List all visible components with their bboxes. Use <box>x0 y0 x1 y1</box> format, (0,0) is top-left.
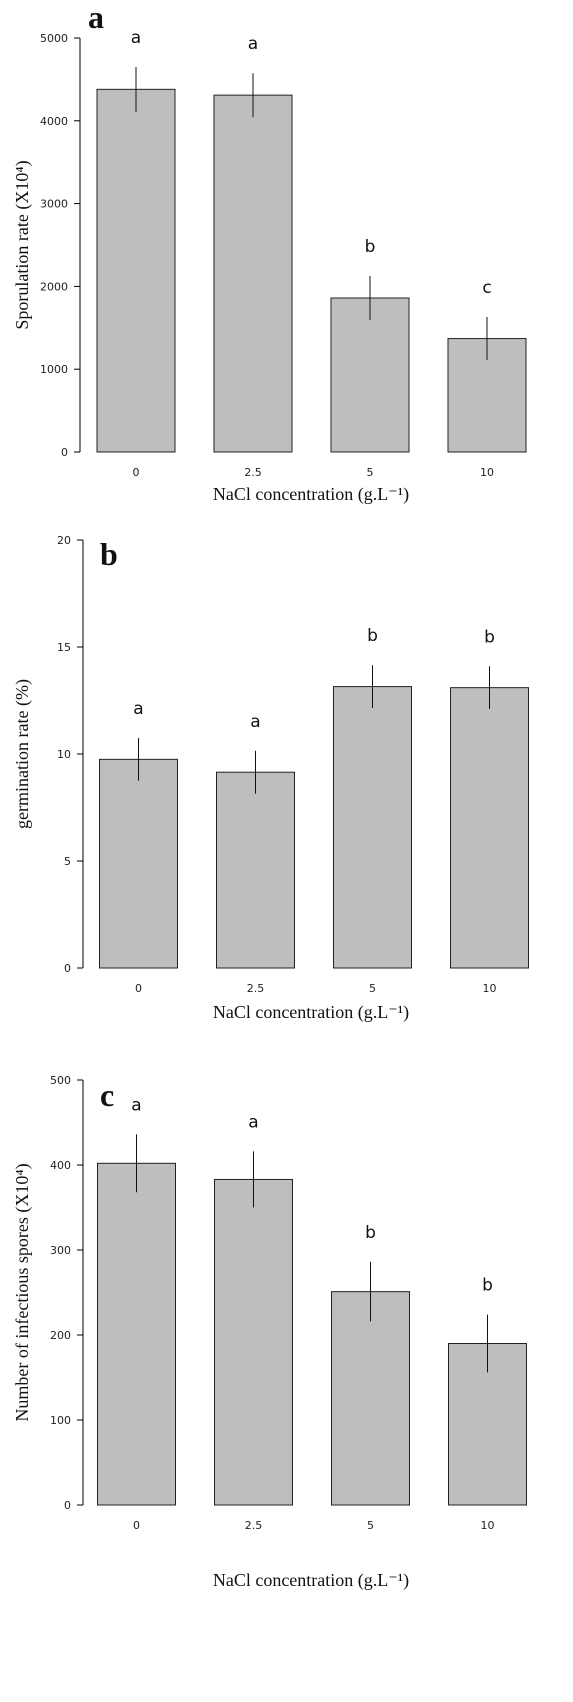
bar <box>333 686 412 969</box>
y-tick-label: 0 <box>61 446 68 459</box>
x-tick-label: 2.5 <box>247 982 265 995</box>
bar <box>216 771 295 969</box>
bar <box>450 687 529 969</box>
panel-label: c <box>100 1077 114 1113</box>
x-axis-label: NaCl concentration (g.L⁻¹) <box>213 1570 409 1591</box>
x-tick-label: 10 <box>480 466 494 479</box>
significance-letter: b <box>482 1276 493 1296</box>
significance-letter: b <box>367 626 378 646</box>
x-tick-label: 5 <box>367 1519 374 1532</box>
bar <box>330 297 410 453</box>
panel-label: a <box>88 0 104 35</box>
panel-label: b <box>100 536 118 572</box>
y-tick-label: 200 <box>50 1329 71 1342</box>
y-tick-label: 5000 <box>40 32 68 45</box>
significance-letter: a <box>131 1095 141 1115</box>
y-tick-label: 5 <box>64 855 71 868</box>
bar <box>213 94 293 453</box>
significance-letter: a <box>131 28 141 48</box>
x-tick-label: 10 <box>483 982 497 995</box>
y-tick-label: 20 <box>57 534 71 547</box>
y-tick-label: 1000 <box>40 363 68 376</box>
y-tick-label: 0 <box>64 1499 71 1512</box>
y-tick-label: 3000 <box>40 198 68 211</box>
bar <box>331 1291 410 1506</box>
y-tick-label: 0 <box>64 962 71 975</box>
y-tick-label: 4000 <box>40 115 68 128</box>
y-axis-label: germination rate (%) <box>12 679 33 829</box>
x-tick-label: 10 <box>481 1519 495 1532</box>
y-tick-label: 300 <box>50 1244 71 1257</box>
y-axis-label: Number of infectious spores (X10⁴) <box>12 1163 33 1421</box>
significance-letter: b <box>365 1223 376 1243</box>
y-tick-label: 2000 <box>40 280 68 293</box>
significance-letter: c <box>482 278 491 298</box>
significance-letter: b <box>484 627 495 647</box>
bar <box>97 1162 176 1506</box>
x-axis-label: NaCl concentration (g.L⁻¹) <box>213 484 409 505</box>
x-tick-label: 5 <box>369 982 376 995</box>
significance-letter: a <box>248 1112 258 1132</box>
y-tick-label: 10 <box>57 748 71 761</box>
y-tick-label: 15 <box>57 641 71 654</box>
bar <box>96 88 176 453</box>
x-tick-label: 0 <box>133 1519 140 1532</box>
significance-letter: a <box>250 712 260 732</box>
x-tick-label: 2.5 <box>245 1519 263 1532</box>
bar <box>99 758 178 969</box>
x-tick-label: 0 <box>135 982 142 995</box>
significance-letter: a <box>133 699 143 719</box>
y-tick-label: 500 <box>50 1074 71 1087</box>
bar <box>214 1178 293 1506</box>
y-tick-label: 100 <box>50 1414 71 1427</box>
x-tick-label: 0 <box>133 466 140 479</box>
significance-letter: b <box>365 237 376 257</box>
x-axis-label: NaCl concentration (g.L⁻¹) <box>213 1002 409 1023</box>
x-tick-label: 5 <box>367 466 374 479</box>
x-tick-label: 2.5 <box>244 466 262 479</box>
significance-letter: a <box>248 34 258 54</box>
y-tick-label: 400 <box>50 1159 71 1172</box>
y-axis-label: Sporulation rate (X10⁴) <box>12 160 33 329</box>
